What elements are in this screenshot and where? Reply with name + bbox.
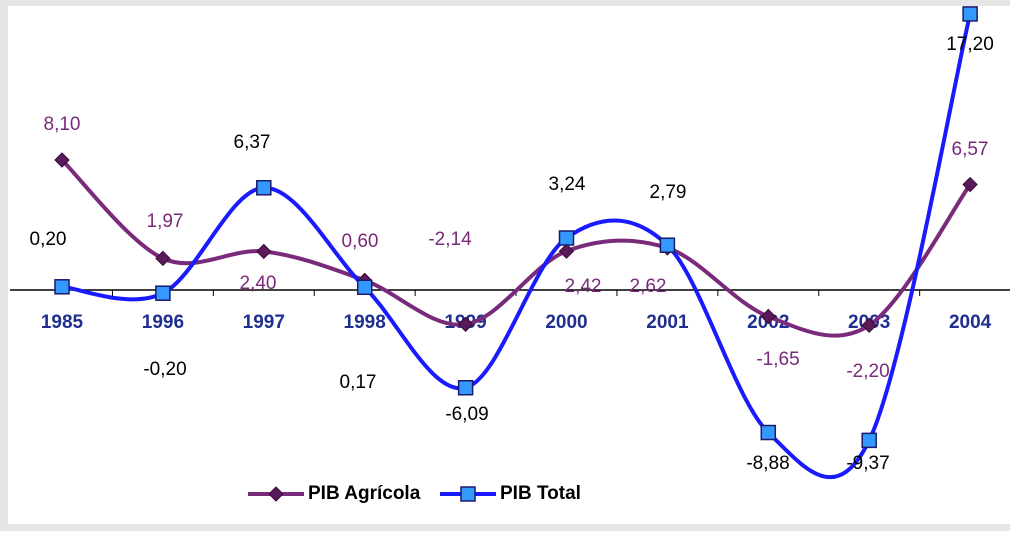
square-marker [659,237,676,253]
diamond-marker [861,317,877,334]
x-tick-label: 2004 [949,312,992,333]
x-tick-label: 2001 [646,312,689,333]
data-label: 17,20 [946,34,994,55]
diamond-marker [457,316,474,333]
data-label: 2,62 [630,276,667,297]
diamond-marker [256,243,272,260]
data-label: -8,88 [746,453,789,474]
data-label: 0,20 [30,229,67,250]
data-label: 8,10 [44,114,81,135]
square-marker [155,285,171,301]
square-marker [256,180,272,196]
data-label: 6,57 [952,139,989,160]
diamond-marker [268,486,284,502]
square-marker [760,424,777,441]
square-marker [558,230,575,246]
square-marker [861,432,877,449]
x-tick-label: 1997 [243,312,285,333]
data-label: 2,40 [240,273,277,294]
x-tick-label: 2000 [545,312,587,333]
square-marker [356,279,373,296]
data-label: 2,79 [650,182,687,203]
data-label: -2,20 [846,361,889,382]
data-label: -9,37 [846,453,889,474]
data-label: 6,37 [234,132,271,153]
x-tick-label: 1996 [142,312,184,333]
data-label: -0,20 [143,359,186,380]
data-label: -1,65 [756,349,799,370]
series-line [60,158,972,338]
square-marker [54,279,70,295]
square-marker [962,6,978,22]
data-label: 2,42 [565,276,602,297]
square-marker [460,486,476,502]
square-marker [457,379,474,396]
diamond-marker [54,152,70,168]
x-tick-label: 1998 [344,312,386,333]
diamond-marker [155,250,171,267]
diamond-marker [558,243,575,259]
x-tick-label: 1985 [41,312,84,333]
diamond-marker [760,308,777,325]
data-label: 3,24 [549,174,586,195]
plot-background [8,6,1010,524]
data-label: 1,97 [147,211,184,232]
data-label: 0,60 [342,231,379,252]
data-label: -6,09 [445,404,488,425]
data-label: -2,14 [428,229,472,250]
diamond-marker [962,176,978,193]
legend-label: PIB Agrícola [308,483,421,504]
legend-label: PIB Total [500,483,581,504]
data-label: 0,17 [340,372,377,393]
